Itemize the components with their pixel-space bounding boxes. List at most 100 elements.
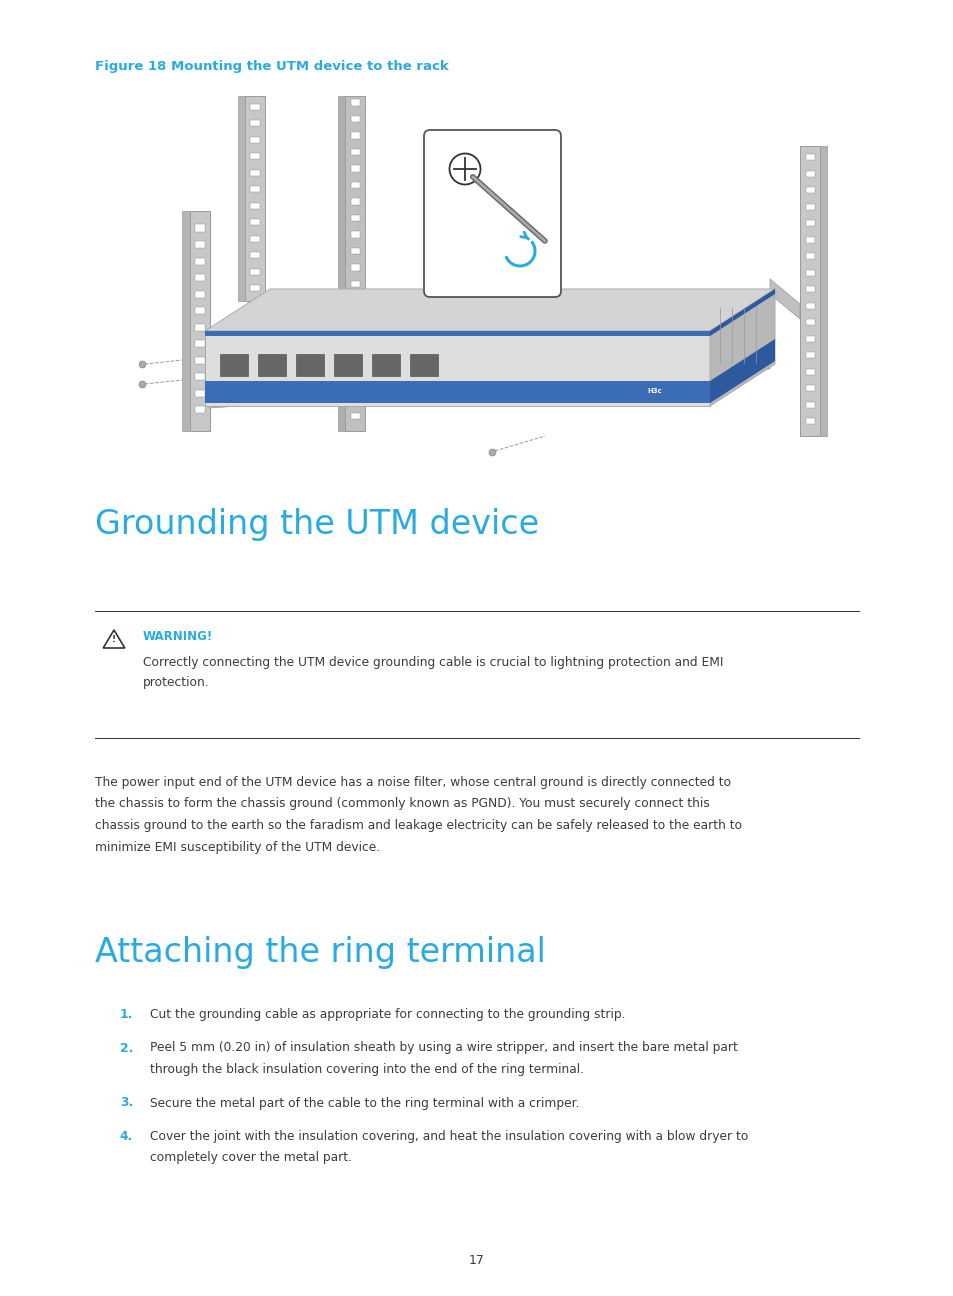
Bar	[800, 146, 820, 435]
Bar	[350, 198, 359, 205]
Bar	[345, 96, 365, 432]
Bar	[194, 241, 205, 248]
Polygon shape	[709, 289, 774, 406]
Bar	[350, 132, 359, 139]
Text: 2.: 2.	[119, 1042, 132, 1055]
Bar	[372, 354, 399, 376]
Bar	[804, 402, 814, 407]
Bar	[350, 248, 359, 254]
Bar	[334, 354, 361, 376]
Bar	[220, 354, 248, 376]
Bar	[194, 290, 205, 298]
Bar	[804, 253, 814, 259]
Text: completely cover the metal part.: completely cover the metal part.	[150, 1152, 352, 1165]
Bar	[250, 219, 260, 226]
Bar	[350, 380, 359, 386]
Polygon shape	[205, 289, 774, 330]
Bar	[250, 187, 260, 192]
Bar	[337, 96, 345, 432]
Bar	[250, 285, 260, 292]
Bar	[350, 397, 359, 403]
Bar	[804, 336, 814, 342]
Text: H3c: H3c	[647, 388, 661, 394]
Bar	[194, 373, 205, 380]
Text: !: !	[112, 635, 116, 644]
Text: 17: 17	[469, 1255, 484, 1267]
Bar	[238, 96, 245, 301]
Bar	[350, 281, 359, 286]
Bar	[350, 117, 359, 122]
Bar	[194, 324, 205, 330]
Bar	[410, 354, 437, 376]
Bar	[804, 302, 814, 308]
Bar	[804, 220, 814, 226]
Bar	[250, 268, 260, 275]
Text: 1.: 1.	[119, 1008, 132, 1021]
Text: Correctly connecting the UTM device grounding cable is crucial to lightning prot: Correctly connecting the UTM device grou…	[143, 656, 722, 669]
Bar	[350, 413, 359, 419]
Bar	[804, 319, 814, 325]
Bar	[350, 181, 359, 188]
Polygon shape	[709, 289, 774, 336]
Text: Figure 18 Mounting the UTM device to the rack: Figure 18 Mounting the UTM device to the…	[95, 60, 448, 73]
Bar	[250, 236, 260, 241]
Text: 4.: 4.	[120, 1130, 132, 1143]
Bar	[194, 340, 205, 347]
Bar	[194, 356, 205, 363]
Bar	[250, 251, 260, 258]
Polygon shape	[205, 381, 709, 403]
Bar	[295, 354, 324, 376]
Bar	[182, 211, 190, 432]
Bar	[250, 202, 260, 209]
Bar	[350, 149, 359, 156]
Bar	[194, 273, 205, 281]
Bar	[804, 270, 814, 276]
Bar	[350, 298, 359, 303]
Text: minimize EMI susceptibility of the UTM device.: minimize EMI susceptibility of the UTM d…	[95, 841, 379, 854]
Bar	[804, 353, 814, 358]
Bar	[350, 100, 359, 105]
Bar	[820, 146, 826, 435]
Polygon shape	[205, 330, 709, 406]
Bar	[804, 236, 814, 242]
Bar	[804, 368, 814, 375]
Polygon shape	[205, 330, 709, 336]
Bar	[250, 170, 260, 175]
Bar	[350, 347, 359, 353]
Bar	[804, 419, 814, 424]
Text: chassis ground to the earth so the faradism and leakage electricity can be safel: chassis ground to the earth so the farad…	[95, 819, 741, 832]
Text: WARNING!: WARNING!	[143, 630, 213, 643]
Bar	[350, 330, 359, 337]
Bar	[190, 211, 210, 432]
FancyBboxPatch shape	[423, 130, 560, 297]
Polygon shape	[210, 356, 769, 408]
Text: Cut the grounding cable as appropriate for connecting to the grounding strip.: Cut the grounding cable as appropriate f…	[150, 1008, 625, 1021]
Bar	[350, 314, 359, 320]
Bar	[350, 166, 359, 171]
Text: Attaching the ring terminal: Attaching the ring terminal	[95, 936, 545, 969]
Bar	[194, 307, 205, 314]
Bar	[194, 224, 205, 232]
Bar	[257, 354, 286, 376]
Text: protection.: protection.	[143, 677, 210, 689]
Text: Grounding the UTM device: Grounding the UTM device	[95, 508, 538, 540]
Text: 3.: 3.	[120, 1096, 132, 1109]
Bar	[194, 390, 205, 397]
Bar	[804, 154, 814, 159]
Bar	[250, 136, 260, 143]
Bar	[350, 264, 359, 271]
Bar	[804, 187, 814, 193]
Bar	[350, 215, 359, 222]
Bar	[350, 363, 359, 369]
Text: Peel 5 mm (0.20 in) of insulation sheath by using a wire stripper, and insert th: Peel 5 mm (0.20 in) of insulation sheath…	[150, 1042, 737, 1055]
Polygon shape	[709, 340, 774, 403]
Bar	[250, 104, 260, 109]
Text: through the black insulation covering into the end of the ring terminal.: through the black insulation covering in…	[150, 1063, 583, 1076]
Bar	[804, 385, 814, 391]
Polygon shape	[769, 279, 800, 319]
Text: Secure the metal part of the cable to the ring terminal with a crimper.: Secure the metal part of the cable to th…	[150, 1096, 578, 1109]
Bar	[250, 153, 260, 159]
Bar	[194, 258, 205, 264]
Text: The power input end of the UTM device has a noise filter, whose central ground i: The power input end of the UTM device ha…	[95, 776, 730, 789]
Bar	[245, 96, 265, 301]
